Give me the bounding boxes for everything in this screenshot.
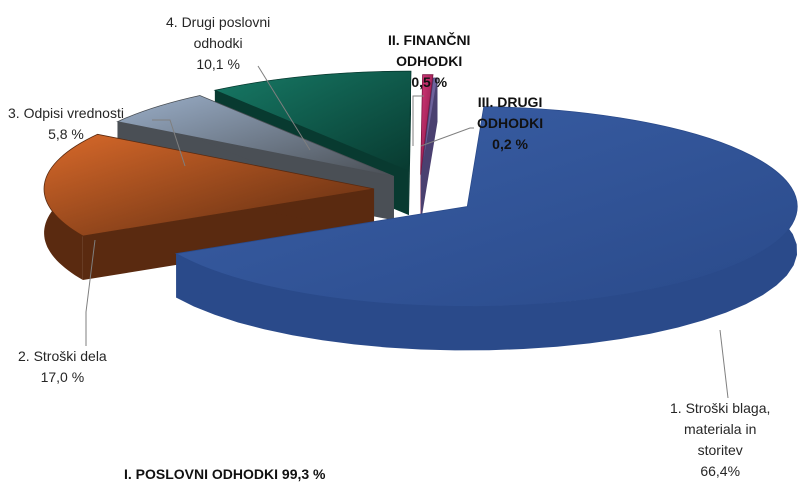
slice-label-financni-odhodki: II. FINANČNI ODHODKI 0,5 %	[388, 30, 470, 93]
leader-line-1	[720, 330, 728, 398]
slice-label-stroski-dela: 2. Stroški dela 17,0 %	[18, 346, 107, 388]
slice-label-drugi-odhodki: III. DRUGI ODHODKI 0,2 %	[477, 92, 543, 155]
slice-label-stroski-blaga: 1. Stroški blaga, materiala in storitev …	[670, 398, 770, 482]
slice-label-drugi-poslovni-odhodki: 4. Drugi poslovni odhodki 10,1 %	[166, 12, 270, 75]
slice-label-odpisi-vrednosti: 3. Odpisi vrednosti 5,8 %	[8, 103, 124, 145]
group-label-poslovni-odhodki: I. POSLOVNI ODHODKI 99,3 %	[124, 464, 326, 485]
